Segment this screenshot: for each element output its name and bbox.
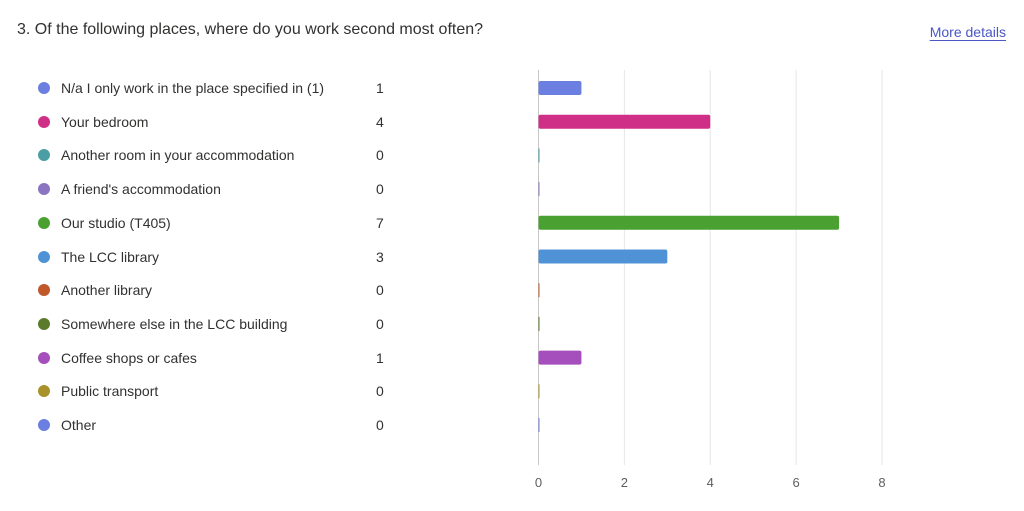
more-details-link[interactable]: More details: [929, 24, 1006, 40]
legend-item: Another room in your accommodation 0: [38, 138, 398, 172]
legend-label: The LCC library: [61, 248, 160, 265]
legend-label: Another library: [61, 282, 153, 299]
legend-label: Your bedroom: [61, 113, 149, 130]
legend-color-dot: [38, 149, 50, 162]
legend-count: 0: [376, 417, 384, 433]
legend-item: The LCC library 3: [38, 240, 398, 274]
legend-count: 0: [376, 181, 384, 198]
legend-count: 0: [376, 383, 384, 400]
legend-item: Public transport 0: [38, 374, 398, 408]
legend-count: 3: [376, 248, 384, 265]
legend-count: 0: [376, 147, 384, 164]
x-tick-label: 8: [878, 475, 885, 490]
legend-label: Other: [61, 417, 97, 433]
bar[interactable]: [538, 81, 582, 95]
legend-color-dot: [38, 115, 50, 128]
legend-count: 7: [376, 214, 384, 231]
legend-count: 1: [376, 80, 384, 96]
legend-count: 4: [376, 113, 384, 130]
question-title: 3. Of the following places, where do you…: [17, 21, 484, 38]
legend-color-dot: [38, 216, 50, 229]
x-tick-label: 6: [793, 475, 800, 490]
bar[interactable]: [538, 215, 840, 230]
legend-count: 0: [376, 315, 384, 332]
legend-label: Another room in your accommodation: [61, 147, 295, 164]
legend-color-dot: [38, 250, 50, 263]
legend-label: Public transport: [61, 383, 159, 400]
bar[interactable]: [538, 384, 540, 399]
legend-color-dot: [38, 351, 50, 364]
legend-item: Another library 0: [38, 273, 398, 307]
legend-item: Coffee shops or cafes 1: [38, 341, 398, 375]
x-tick-label: 4: [707, 475, 714, 490]
legend-label: A friend's accommodation: [61, 181, 221, 198]
legend-item: A friend's accommodation 0: [38, 172, 398, 206]
legend-count: 1: [376, 349, 384, 366]
legend-color-dot: [38, 284, 50, 297]
bar[interactable]: [538, 148, 540, 163]
legend-color-dot: [38, 419, 50, 431]
bar[interactable]: [538, 283, 540, 298]
legend-label: Somewhere else in the LCC building: [61, 315, 288, 332]
bar[interactable]: [538, 249, 668, 264]
legend-label: Coffee shops or cafes: [61, 349, 197, 366]
bar[interactable]: [538, 316, 540, 331]
legend-item: Your bedroom 4: [38, 105, 398, 139]
bar[interactable]: [538, 350, 582, 365]
legend-item: Somewhere else in the LCC building 0: [38, 307, 398, 341]
legend-label: Our studio (T405): [61, 214, 171, 231]
legend-color-dot: [38, 317, 50, 330]
x-tick-label: 0: [535, 475, 542, 490]
legend-item: N/a I only work in the place specified i…: [38, 71, 398, 105]
legend-color-dot: [38, 82, 50, 94]
legend-item: Our studio (T405) 7: [38, 206, 398, 240]
bar[interactable]: [538, 418, 540, 432]
legend-color-dot: [38, 385, 50, 398]
legend-color-dot: [38, 183, 50, 196]
x-tick-label: 2: [621, 475, 628, 490]
legend-count: 0: [376, 282, 384, 299]
legend-label: N/a I only work in the place specified i…: [61, 80, 325, 96]
legend-item: Other 0: [38, 408, 398, 442]
bar[interactable]: [538, 182, 540, 197]
bar[interactable]: [538, 114, 711, 129]
